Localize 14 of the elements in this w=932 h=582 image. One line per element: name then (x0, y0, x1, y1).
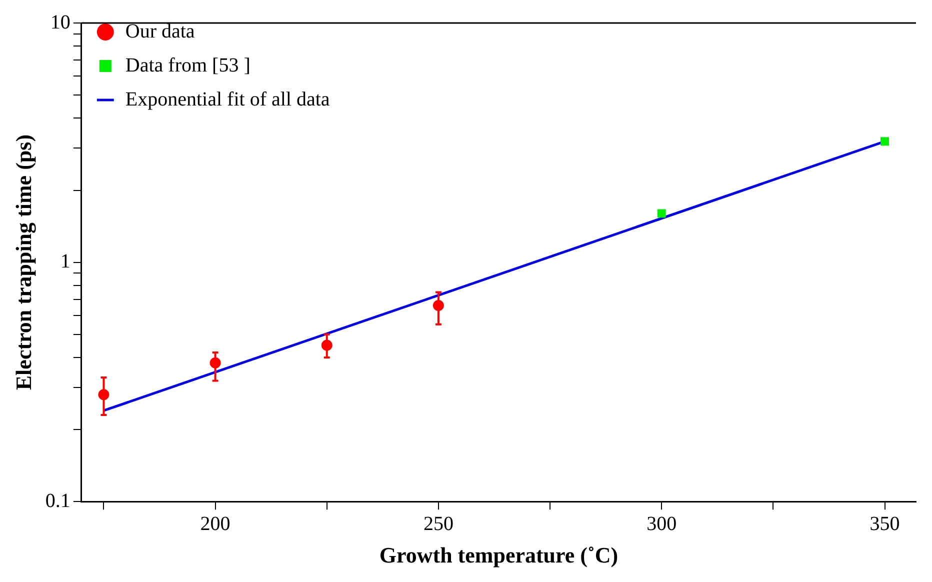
legend-label: Data from [53 ] (125, 54, 250, 76)
legend-label: Exponential fit of all data (125, 88, 330, 110)
legend-label: Our data (125, 20, 195, 42)
x-tick-label: 200 (200, 512, 230, 535)
y-axis-title: Electron trapping time (ps) (10, 134, 36, 390)
point (880, 137, 889, 146)
y-tick-label: 0.1 (45, 490, 70, 512)
x-tick-label: 250 (423, 512, 454, 535)
y-tick-label: 10 (50, 11, 70, 34)
x-tick-label: 300 (646, 512, 677, 535)
y-tick-label: 1 (60, 250, 70, 273)
x-tick-label: 350 (870, 512, 900, 535)
point (657, 209, 666, 218)
x-axis-title: Growth temperature (˚C) (379, 542, 618, 568)
